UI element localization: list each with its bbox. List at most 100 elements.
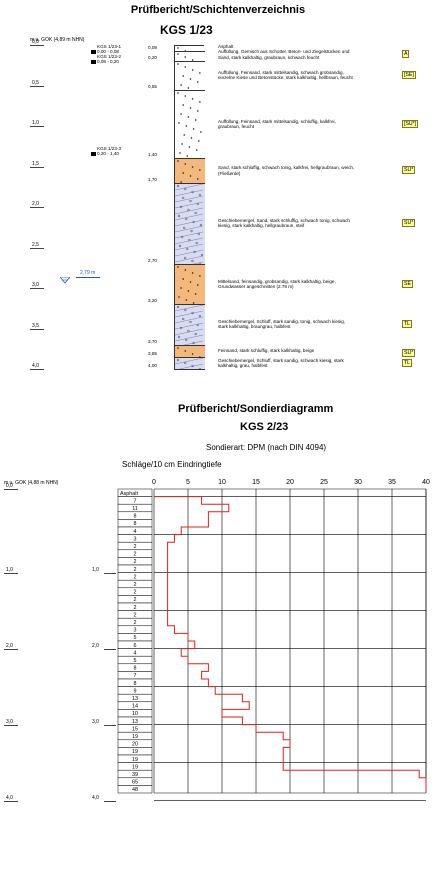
blow-count-cell [117, 785, 153, 794]
section1-title: Prüfbericht/Schichtenverzeichnis [130, 4, 306, 16]
layer-description-line: (Fließerde) [218, 170, 241, 176]
sample-name: KGS 1/23-2 [97, 54, 122, 59]
depth-tick [4, 572, 18, 574]
depth-tick-label: 2,5 [32, 241, 39, 248]
layer-description: Geschiebemergel, Sand, stark schluffig, … [218, 218, 350, 229]
layer-description-line: stark kalkhaltig, braungrau, halbfest [218, 324, 291, 330]
blow-count-value: 2 [134, 574, 137, 580]
blow-count-value: 8 [134, 521, 137, 527]
blow-count-value: 2 [134, 559, 137, 565]
soil-layer [175, 52, 205, 63]
blow-count-value: 14 [132, 704, 138, 710]
asphalt-cell-label: Asphalt [120, 491, 138, 497]
groundwater-triangle-icon [59, 276, 71, 284]
layer-depth-label: 3,70 [148, 338, 157, 344]
blow-count-value: 8 [134, 681, 137, 687]
depth-tick-label: 2,0 [32, 201, 39, 207]
depth-tick-label: 3,5 [32, 322, 39, 329]
depth-tick-label: 4,0 [32, 363, 39, 369]
groundwater-marker: 2,79 m [59, 270, 100, 289]
blow-count-value: 19 [132, 757, 138, 763]
depth-tick [4, 724, 18, 726]
blow-count-value: 2 [134, 597, 137, 603]
x-tick-label: 25 [320, 479, 328, 486]
blow-count-value: 2 [134, 544, 137, 550]
x-axis-title: Schläge/10 cm Eindringtiefe [122, 460, 222, 469]
sample-name: KGS 1/23-1 [97, 44, 122, 49]
soil-code-badge: TL [402, 320, 413, 329]
sample-marker [91, 151, 96, 156]
layer-description-line: kalkhaltig, grau, halbfest [218, 362, 268, 368]
blow-count-value: 6 [134, 643, 137, 649]
layer-description-line: Geschiebemergel, Schluff, stark sandig, … [218, 357, 344, 363]
blow-count-value: 2 [134, 590, 137, 596]
sample-range: 0,08 - 0,20 [97, 59, 119, 64]
layer-description-line: Auffüllung, Feinsand, stark mittelsandig… [218, 69, 344, 75]
depth-tick [30, 207, 44, 208]
mid-depth-tick [104, 648, 116, 650]
blow-count-value: 3 [134, 628, 137, 634]
depth-tick [30, 369, 44, 370]
layer-description: Auffüllung, Gemisch aus Schotter, Beton-… [218, 49, 349, 60]
sample-entry: KGS 1/23-3 0,20 - 1,40 [91, 146, 121, 156]
layer-description-line: Feinsand, stark schluffig, stark kalkhal… [218, 348, 315, 354]
section2-subtitle: KGS 2/23 [240, 421, 289, 433]
blow-count-value: 19 [132, 764, 138, 770]
x-tick-label: 20 [286, 479, 294, 486]
soil-layer [175, 264, 205, 306]
x-tick-label: 40 [422, 479, 430, 486]
layer-description-line: Mittelsand, feinsandig, grobsandig, star… [218, 278, 336, 284]
blow-count-value: 2 [134, 612, 137, 618]
sample-entry: KGS 1/23-1 0,00 - 0,08 [91, 44, 121, 54]
layer-description-line: Geschiebemergel, Schluff, stark sandig, … [218, 319, 346, 325]
blow-count-value: 15 [132, 726, 138, 732]
blow-count-value: 4 [134, 529, 137, 535]
soil-layer [175, 90, 205, 160]
blow-count-value: 5 [134, 658, 137, 664]
soil-code-badge: SE [402, 279, 413, 288]
blow-count-value: 7 [134, 498, 137, 504]
layer-depth-label: 4,00 [148, 363, 157, 368]
layer-depth-label: 3,85 [148, 350, 157, 356]
mid-depth-label: 1,0 [92, 566, 99, 573]
depth-tick [30, 166, 44, 168]
soil-layer [175, 345, 205, 358]
blow-count-value: 2 [134, 552, 137, 558]
blow-count-value: 20 [132, 742, 138, 748]
soil-layer [175, 159, 205, 184]
blow-count-value: 2 [134, 582, 137, 588]
blow-count-value: 2 [134, 567, 137, 573]
blow-count-value: 3 [134, 536, 137, 542]
layer-description-line: Geschiebemergel, Sand, stark schluffig, … [218, 217, 350, 223]
layer-depth-label: 0,55 [148, 83, 157, 89]
depth-tick [30, 328, 44, 330]
layer-description: Sand, stark schluffig, schwach tonig, ka… [218, 165, 354, 176]
layer-description: Feinsand, stark schluffig, stark kalkhal… [218, 348, 314, 353]
blow-count-value: 10 [132, 711, 138, 717]
depth-tick [30, 126, 44, 127]
layer-description: Asphalt [218, 44, 233, 49]
depth-tick [4, 648, 18, 650]
blow-count-value: 5 [134, 635, 137, 641]
soil-code-badge: [SE] [402, 70, 416, 79]
section1-subtitle: KGS 1/23 [160, 23, 213, 37]
depth-tick-label: 0,0 [6, 483, 13, 489]
section2-title: Prüfbericht/Sondierdiagramm [178, 403, 334, 415]
layer-description-line: Grundwasser angeschnitten (2.79 m) [218, 283, 294, 289]
depth-tick-label: 1,5 [32, 160, 39, 167]
section2-axis-label: m u. GOK (4,88 m NHN) [4, 480, 59, 486]
sample-range: 0,00 - 0,08 [97, 49, 119, 54]
depth-tick [4, 489, 18, 490]
layer-depth-label: 0,20 [148, 55, 157, 61]
sample-marker [91, 49, 96, 54]
blow-count-value: 2 [134, 620, 137, 626]
depth-tick [4, 800, 18, 802]
depth-tick-label: 1,0 [6, 566, 13, 573]
x-tick-label: 35 [388, 479, 396, 486]
layer-description-line: Asphalt [218, 44, 234, 49]
mid-depth-label: 2,0 [92, 642, 99, 649]
section1-axis-label: m u. GOK (4,89 m NHN) [30, 37, 85, 43]
layer-depth-label: 1,40 [148, 152, 157, 158]
layer-depth-label: 1,70 [148, 176, 157, 182]
layer-depth-label: 0,08 [148, 45, 157, 51]
